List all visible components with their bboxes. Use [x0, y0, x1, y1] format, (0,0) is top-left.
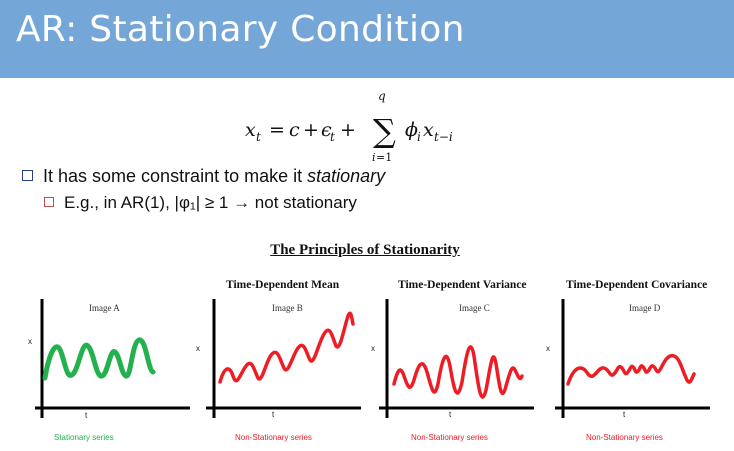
svg-text:∑: ∑	[373, 112, 396, 150]
bullet-1-italic: stationary	[307, 166, 386, 186]
panel-d-title: Time-Dependent Covariance	[566, 279, 708, 291]
bullet-1: It has some constraint to make it statio…	[22, 166, 385, 187]
panel-b-title: Time-Dependent Mean	[226, 279, 340, 291]
svg-text:c: c	[289, 119, 300, 141]
covariance-series-line	[566, 353, 696, 386]
slide-title: AR: Stationary Condition	[16, 9, 465, 50]
panel-b-plot	[206, 299, 361, 418]
sub-bullet-square-icon	[44, 197, 54, 207]
panel-a-y-label: x	[28, 337, 32, 346]
panel-b-image-label: Image B	[272, 303, 303, 313]
bullet-square-icon	[22, 170, 33, 181]
figure-heading-text: The Principles of Stationarity	[270, 242, 460, 258]
svg-text:t−i: t−i	[434, 130, 453, 144]
svg-text:ϕ: ϕ	[405, 119, 418, 141]
panel-b-caption: Non-Stationary series	[235, 433, 312, 442]
svg-text:t: t	[330, 130, 335, 144]
panel-b: x Image B t Non-Stationary series	[196, 294, 366, 444]
trend-series-line	[218, 311, 355, 384]
panel-a-image-label: Image A	[89, 303, 120, 313]
panel-a-plot	[35, 299, 190, 418]
svg-text:x: x	[245, 119, 256, 141]
panel-c-caption: Non-Stationary series	[411, 433, 488, 442]
panel-d-caption: Non-Stationary series	[586, 433, 663, 442]
svg-text:=1: =1	[376, 151, 392, 164]
bullet-2: E.g., in AR(1), |φ₁| ≥ 1 → not stationar…	[44, 193, 357, 213]
svg-text:ϵ: ϵ	[321, 119, 332, 141]
panel-d: x Image D t Non-Stationary series	[544, 294, 714, 444]
panel-b-x-label: t	[272, 410, 275, 419]
svg-text:i: i	[372, 151, 376, 164]
svg-text:t: t	[256, 130, 261, 144]
panel-a-x-label: t	[85, 411, 88, 420]
svg-text:i: i	[417, 130, 421, 144]
panel-c-y-label: x	[371, 344, 375, 353]
panel-c-title: Time-Dependent Variance	[398, 279, 527, 291]
panel-d-y-label: x	[546, 344, 550, 353]
svg-text:+: +	[303, 119, 319, 141]
bullet-1-text: It has some constraint to make it	[43, 166, 308, 186]
panel-d-plot	[555, 299, 710, 418]
panel-b-y-label: x	[196, 344, 200, 353]
panel-c-plot	[379, 299, 534, 418]
ar-formula-svg: x t = c + ϵ t + q ∑ i =1 ϕ i x t−i	[245, 89, 453, 164]
panel-d-x-label: t	[623, 410, 626, 419]
variance-series-line	[392, 345, 524, 399]
panel-d-image-label: Image D	[629, 303, 661, 313]
figure-heading: The Principles of Stationarity	[0, 241, 734, 259]
svg-text:=: =	[269, 119, 285, 141]
svg-text:+: +	[340, 119, 356, 141]
panel-c-image-label: Image C	[459, 303, 490, 313]
ar-formula: x t = c + ϵ t + q ∑ i =1 ϕ i x t−i	[245, 89, 485, 168]
panel-a: x Image A t Stationary series	[28, 294, 198, 444]
bullet-2-text: E.g., in AR(1), |φ₁| ≥ 1 → not stationar…	[64, 193, 357, 212]
stationary-series-line	[42, 337, 156, 381]
panel-a-caption: Stationary series	[54, 433, 114, 442]
panel-c-x-label: t	[449, 410, 452, 419]
title-bar: AR: Stationary Condition	[0, 0, 734, 78]
svg-text:q: q	[378, 89, 386, 103]
svg-text:x: x	[423, 119, 434, 141]
panel-c: x Image C t Non-Stationary series	[370, 294, 540, 444]
